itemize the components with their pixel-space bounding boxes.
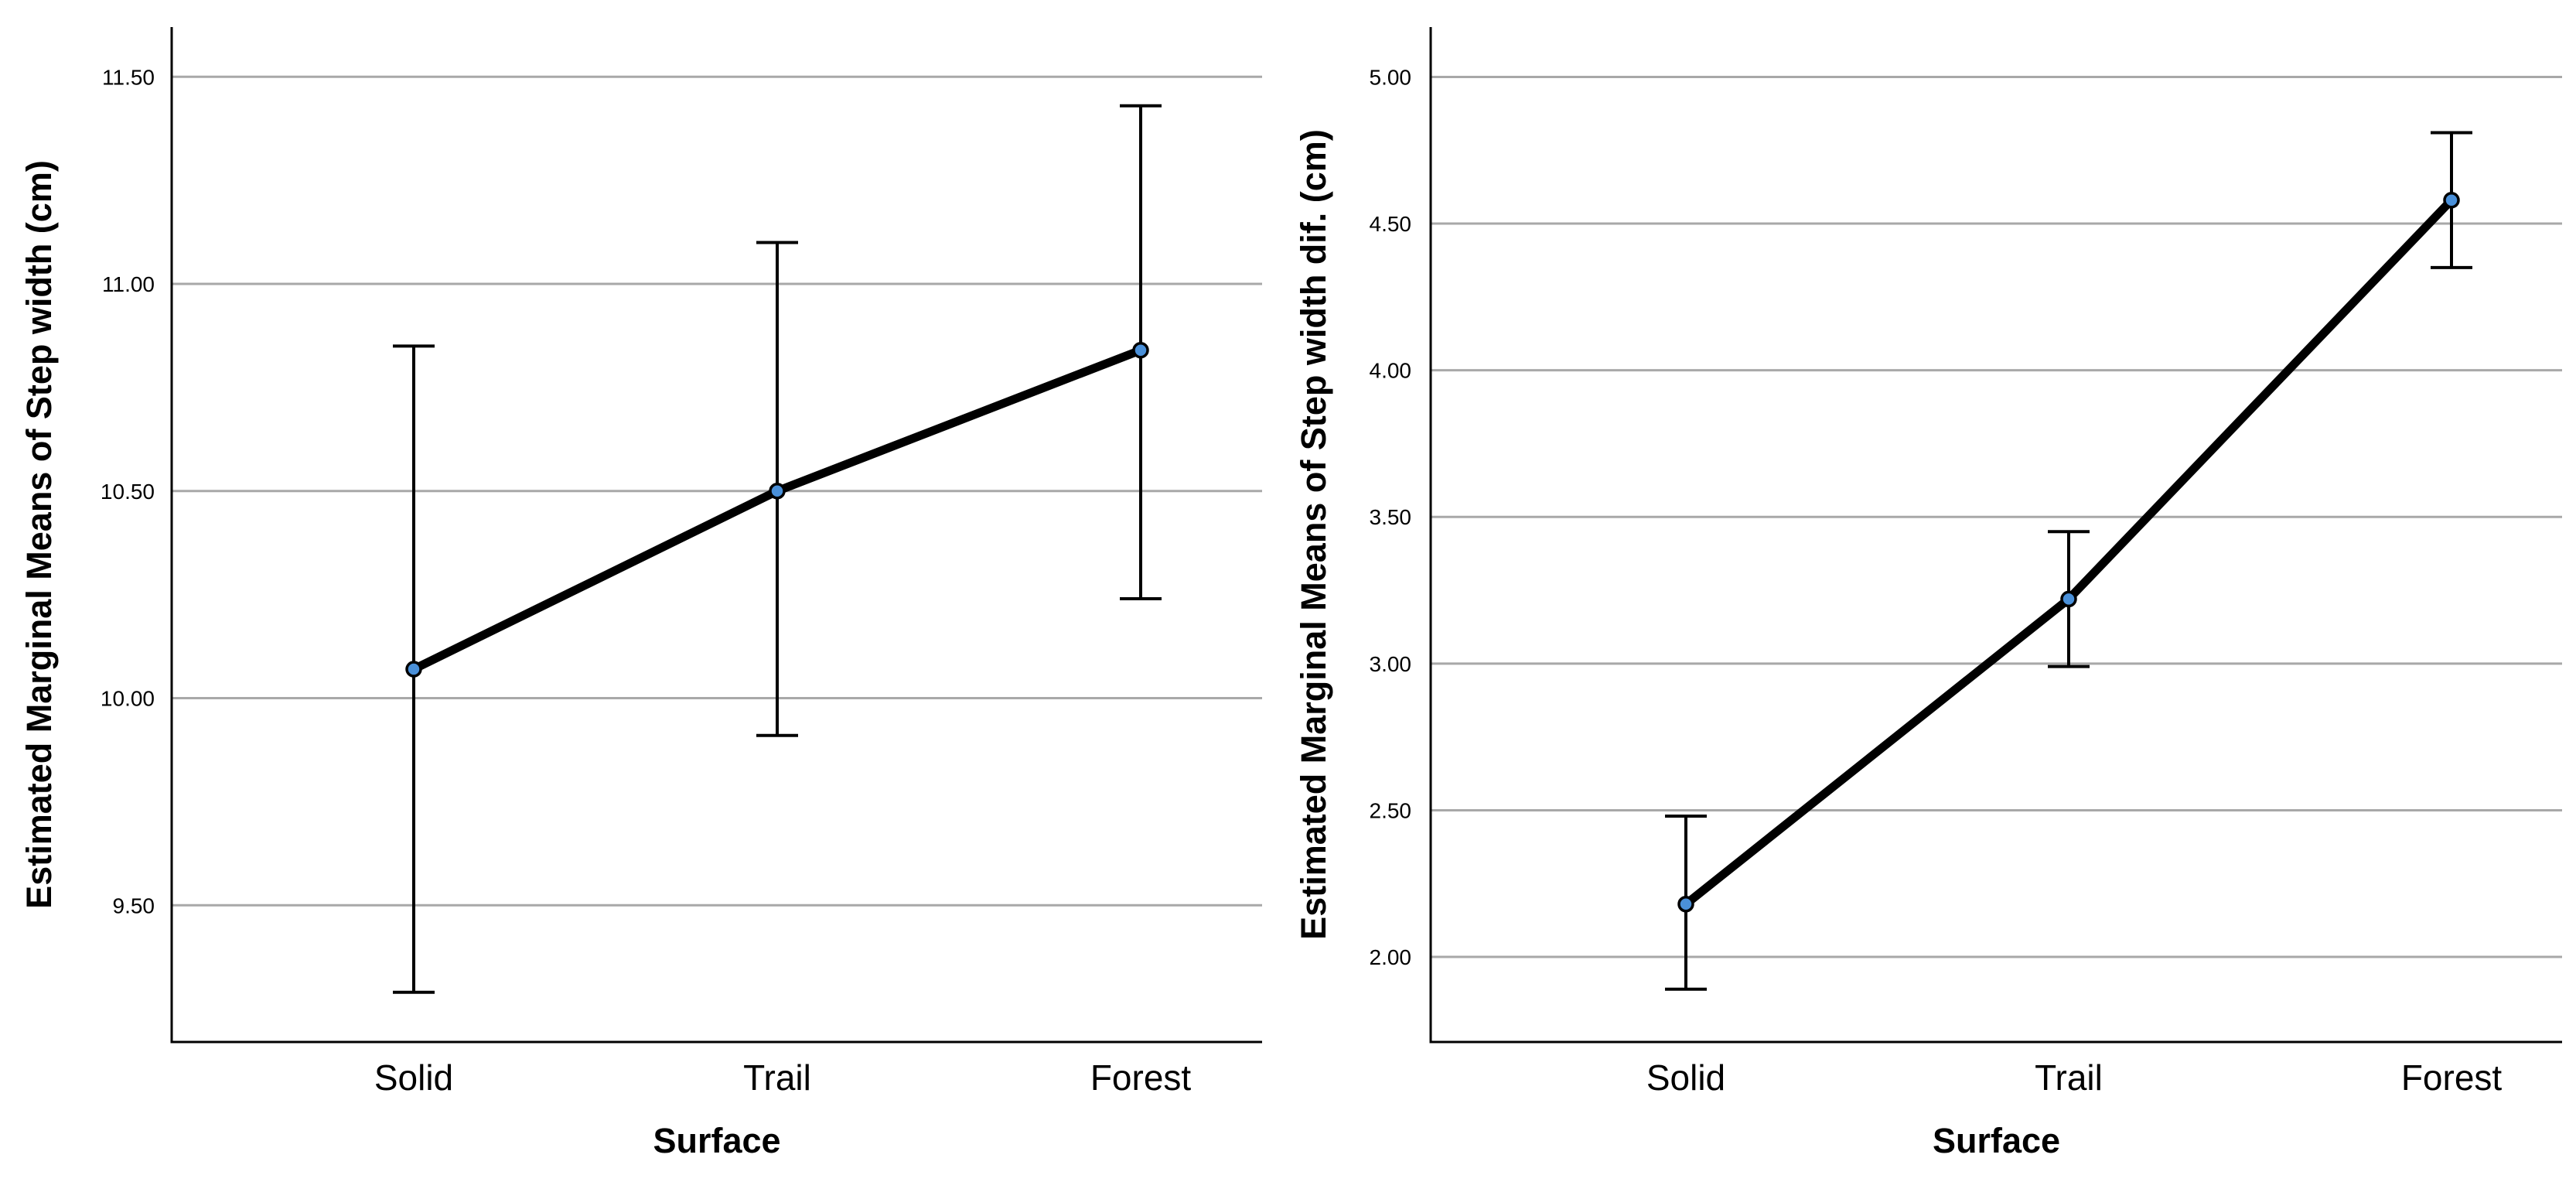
axis-frame [1429,27,2562,1044]
mean-point [2443,191,2460,209]
y-tick-label: 10.00 [101,687,155,711]
x-category-label: Forest [1090,1057,1192,1098]
mean-markers [405,341,1149,678]
x-category-label: Trail [2035,1057,2103,1098]
mean-point [2060,590,2077,608]
mean-markers [1677,191,2460,913]
mean-point [1677,896,1694,913]
y-tick-label: 4.50 [1370,212,1412,236]
y-tick-label: 11.00 [102,272,155,296]
x-category-label: Solid [374,1057,453,1098]
y-tick-label: 10.50 [101,480,155,504]
x-category-labels: Solid Trail Forest [1646,1057,2503,1098]
mean-point [405,661,422,678]
y-tick-labels: 2.00 2.50 3.00 3.50 4.00 4.50 5.00 [1370,65,1412,969]
y-tick-label: 3.00 [1370,652,1412,676]
y-axis-title: Estimated Marginal Means of Step width (… [19,160,59,909]
x-category-labels: Solid Trail Forest [374,1057,1192,1098]
x-category-label: Trail [743,1057,811,1098]
y-tick-label: 2.00 [1370,945,1412,969]
y-tick-label: 3.50 [1370,505,1412,529]
gridlines [1431,75,2562,958]
y-tick-labels: 9.50 10.00 10.50 11.00 11.50 [101,65,155,917]
gridlines [172,75,1262,907]
y-tick-label: 11.50 [102,65,155,89]
x-category-label: Solid [1646,1057,1725,1098]
y-tick-label: 4.00 [1370,359,1412,383]
y-tick-label: 5.00 [1370,65,1412,89]
mean-point [769,483,786,500]
x-category-label: Forest [2401,1057,2503,1098]
x-axis-title: Surface [1933,1121,2060,1160]
x-axis-title: Surface [653,1121,780,1160]
y-tick-label: 2.50 [1370,798,1412,822]
y-tick-label: 9.50 [113,893,155,917]
y-axis-title: Estimated Marginal Means of Step width d… [1294,129,1333,940]
mean-point [1132,341,1149,359]
axis-frame [170,27,1262,1044]
step-width-chart: 9.50 10.00 10.50 11.00 11.50 Solid Trail Fores… [19,27,1262,1160]
step-width-dif-chart: 2.00 2.50 3.00 3.50 4.00 4.50 5.00 Solid Trail F… [1294,27,2562,1160]
